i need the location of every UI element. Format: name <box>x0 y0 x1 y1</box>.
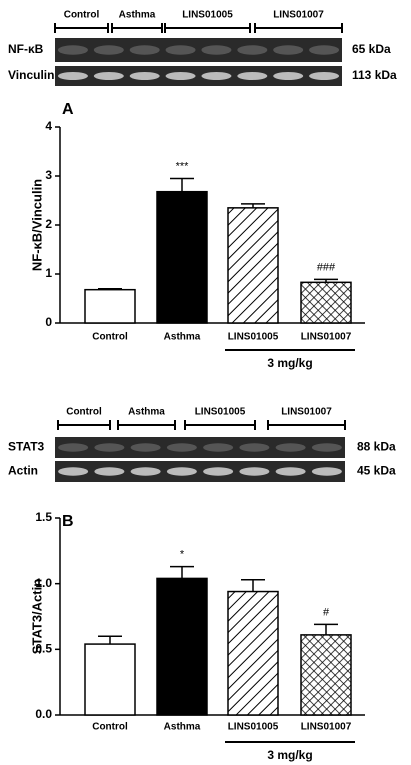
blot-row-label: NF-κB <box>8 42 44 56</box>
blot-band <box>309 45 340 55</box>
y-tick-label: 0.0 <box>35 707 52 721</box>
blot-band <box>165 45 196 55</box>
blot-strip <box>55 461 345 482</box>
blot-row-label: STAT3 <box>8 440 45 454</box>
blot-group-label: Control <box>66 407 102 418</box>
y-tick-label: 1.0 <box>35 576 52 590</box>
significance-label: # <box>323 606 330 618</box>
blot-strip <box>55 66 342 86</box>
blot-band <box>203 467 234 476</box>
x-tick-label: LINS01005 <box>228 722 279 733</box>
blot-band <box>275 467 306 476</box>
blot-group-label: Asthma <box>128 407 165 418</box>
bar <box>300 281 352 324</box>
bar <box>227 590 279 716</box>
y-tick-label: 3 <box>45 168 52 182</box>
blot-kda: 45 kDa <box>357 464 396 478</box>
blot-band <box>93 45 124 55</box>
y-axis-label: STAT3/Actin <box>29 579 44 654</box>
blot-kda: 113 kDa <box>352 68 397 82</box>
blot-row-label: Actin <box>8 464 38 478</box>
bar <box>300 634 352 716</box>
bar <box>156 577 208 716</box>
blot-band <box>94 443 125 452</box>
blot-band <box>165 72 196 80</box>
blot-band <box>129 72 160 80</box>
blot-kda: 88 kDa <box>357 440 396 454</box>
error-bar <box>170 177 194 192</box>
blot-group-label: Asthma <box>119 10 156 21</box>
blot-group-label: LINS01005 <box>195 407 246 418</box>
blot-band <box>201 45 232 55</box>
y-axis-label: NF-κB/Vinculin <box>29 179 44 271</box>
bar <box>84 288 136 324</box>
y-tick-label: 0 <box>45 315 52 329</box>
blot-group-label: LINS01005 <box>182 10 233 21</box>
error-bar <box>98 287 122 290</box>
blot-group-label: Control <box>64 10 100 21</box>
x-tick-label: Control <box>92 722 128 733</box>
group-label: 3 mg/kg <box>267 748 312 762</box>
blot-band <box>130 467 161 476</box>
blot-band <box>94 467 125 476</box>
error-bar <box>314 623 338 635</box>
y-tick-label: 1 <box>45 266 52 280</box>
blot-band <box>166 467 197 476</box>
significance-label: ### <box>317 261 336 273</box>
panel-label: B <box>62 513 74 530</box>
error-bar <box>241 578 265 592</box>
blot-row-label: Vinculin <box>8 68 54 82</box>
y-tick-label: 1.5 <box>35 510 52 524</box>
blot-band <box>239 443 270 452</box>
y-tick-label: 0.5 <box>35 642 52 656</box>
blot-strip <box>55 437 345 458</box>
blot-band <box>57 45 88 55</box>
error-bar <box>314 278 338 283</box>
blot-band <box>58 443 89 452</box>
x-tick-label: Control <box>92 332 128 343</box>
bar <box>227 207 279 324</box>
blot-band <box>237 72 268 80</box>
y-tick-label: 4 <box>45 119 52 133</box>
significance-label: *** <box>176 160 190 172</box>
y-tick-label: 2 <box>45 217 52 231</box>
x-tick-label: Asthma <box>164 332 201 343</box>
blot-band <box>275 443 306 452</box>
blot-band <box>58 467 89 476</box>
blot-band <box>166 443 197 452</box>
blot-band <box>129 45 160 55</box>
blot-kda: 65 kDa <box>352 42 391 56</box>
significance-label: * <box>180 548 185 560</box>
x-tick-label: LINS01007 <box>301 722 352 733</box>
blot-band <box>201 72 232 80</box>
x-tick-label: LINS01007 <box>301 332 352 343</box>
x-tick-label: Asthma <box>164 722 201 733</box>
bar <box>156 190 208 324</box>
blot-band <box>237 45 268 55</box>
blot-band <box>311 467 342 476</box>
error-bar <box>170 565 194 579</box>
error-bar <box>241 203 265 208</box>
blot-band <box>93 72 124 80</box>
bar <box>84 643 136 716</box>
x-tick-label: LINS01005 <box>228 332 279 343</box>
blot-band <box>273 45 304 55</box>
group-label: 3 mg/kg <box>267 356 312 370</box>
blot-band <box>203 443 234 452</box>
blot-group-label: LINS01007 <box>281 407 332 418</box>
blot-band <box>239 467 270 476</box>
blot-band <box>57 72 88 80</box>
blot-band <box>273 72 304 80</box>
panel-label: A <box>62 101 74 118</box>
blot-band <box>311 443 342 452</box>
error-bar <box>98 635 122 645</box>
blot-band <box>130 443 161 452</box>
blot-group-label: LINS01007 <box>273 10 324 21</box>
blot-band <box>309 72 340 80</box>
